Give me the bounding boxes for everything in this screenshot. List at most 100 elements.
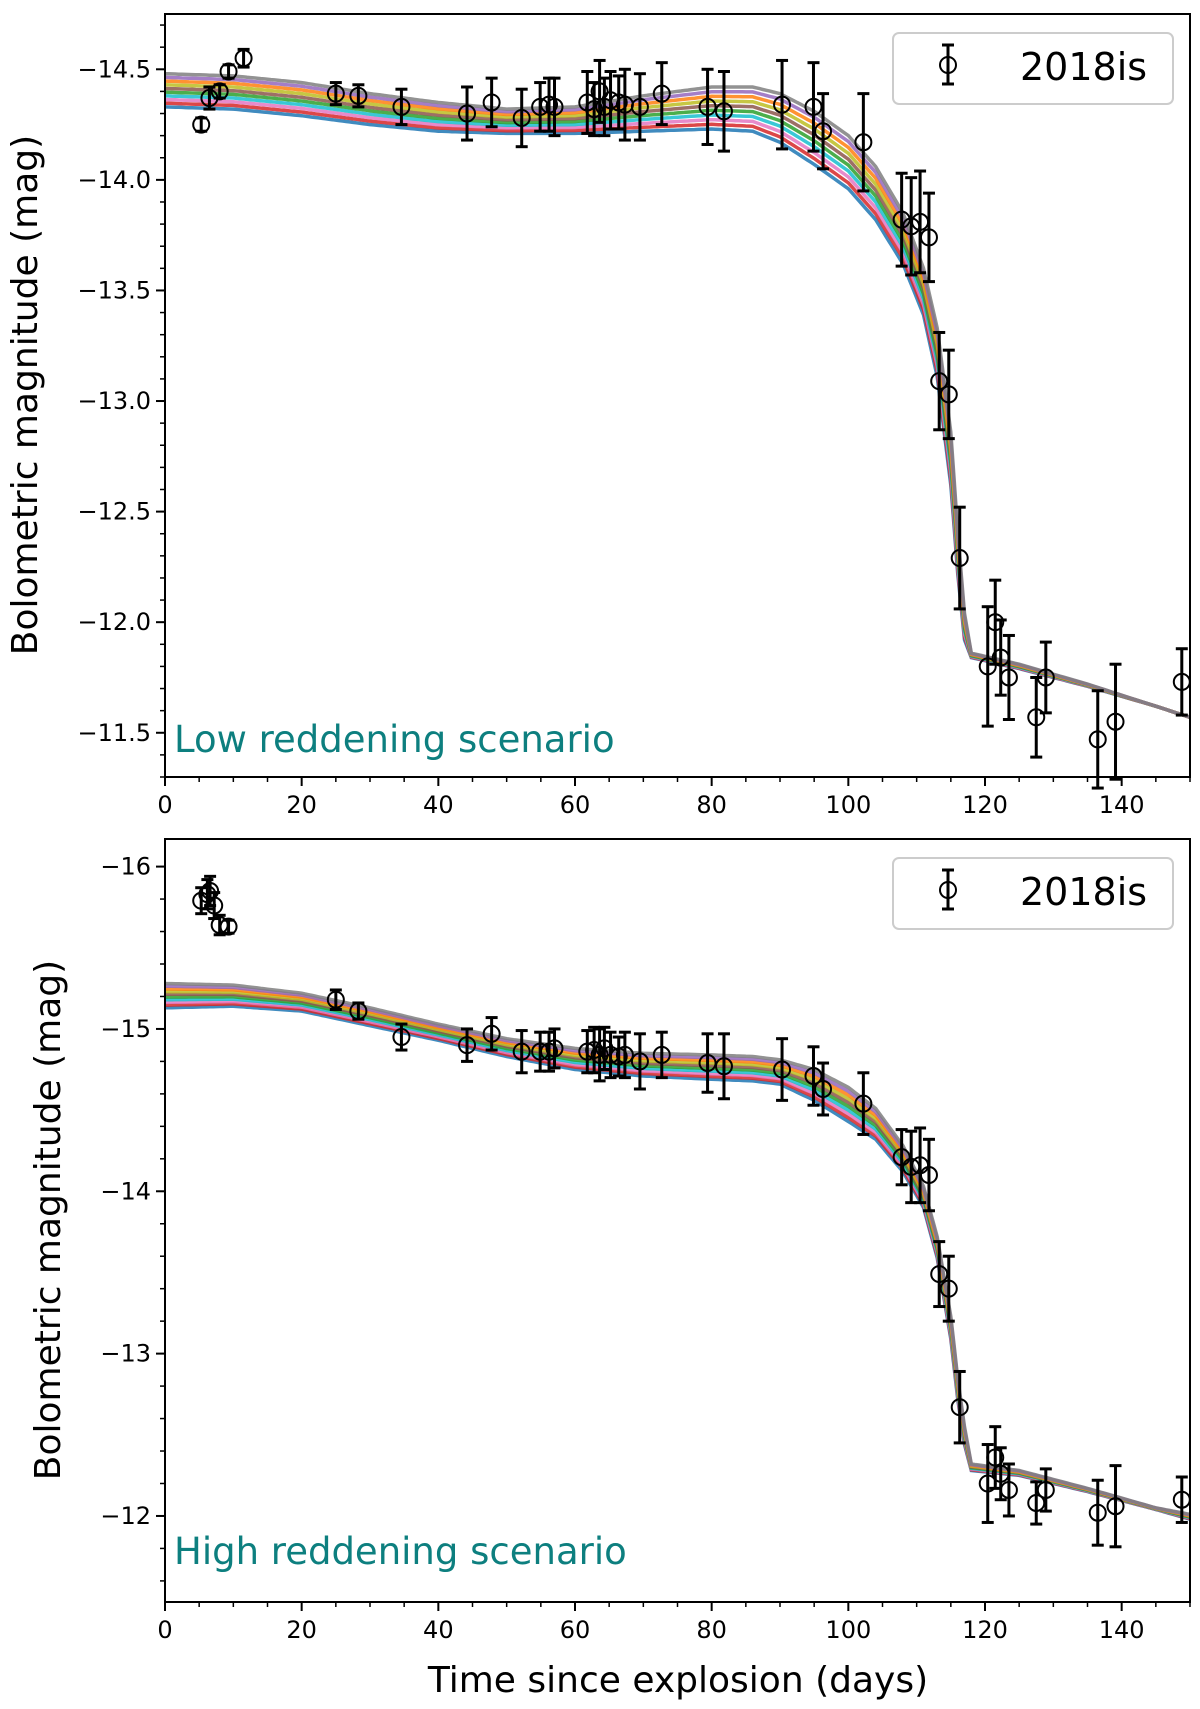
- data-point: [698, 67, 717, 146]
- data-point: [512, 1029, 531, 1075]
- data-point: [814, 92, 833, 171]
- x-tick-label: 0: [157, 1616, 172, 1644]
- data-point: [919, 1137, 938, 1213]
- data-marker: [773, 95, 792, 114]
- data-marker: [1088, 1503, 1107, 1522]
- data-marker: [999, 1480, 1018, 1499]
- y-tick-label: −11.5: [77, 719, 151, 747]
- data-marker: [585, 100, 604, 119]
- bottom-axes: 0 20 40 60 80 100 120 140 −12 −13 −14 −15 −16: [100, 853, 1191, 1644]
- top-legend: 2018is: [892, 32, 1174, 105]
- data-marker: [585, 1041, 604, 1060]
- data-point: [999, 1462, 1018, 1518]
- bottom-legend-box: [892, 857, 1174, 930]
- data-point: [482, 1016, 501, 1052]
- data-point: [545, 1027, 564, 1070]
- data-marker: [630, 1052, 649, 1071]
- data-marker: [930, 372, 949, 391]
- data-marker: [512, 1042, 531, 1061]
- data-marker: [234, 49, 253, 68]
- y-tick-label: −12.5: [77, 498, 151, 526]
- data-point: [930, 330, 949, 432]
- y-tick-label: −14.5: [77, 55, 151, 83]
- data-point: [854, 1071, 873, 1136]
- data-point: [1106, 662, 1125, 781]
- data-marker: [814, 1080, 833, 1099]
- x-tick-label: 80: [696, 1616, 727, 1644]
- data-point: [234, 47, 253, 69]
- data-point: [714, 1032, 733, 1101]
- data-point: [349, 1001, 368, 1021]
- data-marker: [714, 102, 733, 121]
- data-point: [578, 70, 597, 135]
- data-marker: [205, 896, 224, 915]
- y-tick-label: −14: [100, 1177, 151, 1205]
- data-marker: [950, 1398, 969, 1417]
- data-point: [630, 72, 649, 142]
- x-tick-label: 120: [962, 1616, 1008, 1644]
- data-marker: [892, 1148, 911, 1167]
- y-tick-label: −12: [100, 1502, 151, 1530]
- y-tick-label: −15: [100, 1015, 151, 1043]
- data-marker: [950, 549, 969, 568]
- top-plot-frame: [164, 13, 1191, 778]
- bottom-legend-label: 2018is: [1020, 870, 1147, 914]
- data-marker: [1027, 1493, 1046, 1512]
- y-tick-label: −13.0: [77, 387, 151, 415]
- x-tick-label: 20: [286, 791, 317, 819]
- bottom-legend: 2018is: [892, 857, 1174, 930]
- y-tick-label: −13: [100, 1340, 151, 1368]
- y-tick-label: −16: [100, 853, 151, 881]
- y-tick-label: −12.0: [77, 608, 151, 636]
- data-point: [999, 633, 1018, 721]
- data-marker: [939, 385, 958, 404]
- data-point: [1088, 689, 1107, 790]
- x-tick-label: 120: [962, 791, 1008, 819]
- data-marker: [919, 228, 938, 247]
- data-point: [458, 85, 477, 142]
- data-point: [482, 76, 501, 129]
- data-point: [192, 115, 211, 134]
- data-marker: [326, 84, 345, 103]
- data-marker: [545, 1039, 564, 1058]
- data-marker: [698, 1054, 717, 1073]
- top-axes: 0 20 40 60 80 100 120 140 −11.5 −12.0 −12.5 −13.0 −1…: [77, 24, 1191, 819]
- data-marker: [482, 1024, 501, 1043]
- data-point: [326, 988, 345, 1011]
- y-tick-label: −14.0: [77, 166, 151, 194]
- data-marker: [349, 1002, 368, 1021]
- data-point: [210, 913, 229, 937]
- data-marker: [1106, 1497, 1125, 1516]
- data-marker: [630, 97, 649, 116]
- data-marker: [804, 1067, 823, 1086]
- data-point: [930, 1240, 949, 1309]
- x-tick-label: 20: [286, 1616, 317, 1644]
- data-point: [210, 82, 229, 101]
- data-marker: [1036, 1480, 1055, 1499]
- data-point: [652, 1030, 671, 1080]
- data-marker: [210, 82, 229, 101]
- data-marker: [854, 1094, 873, 1113]
- data-point: [1106, 1464, 1125, 1549]
- data-marker: [458, 1036, 477, 1055]
- data-marker: [192, 115, 211, 134]
- bottom-observations: [192, 874, 1191, 1549]
- data-point: [892, 1128, 911, 1187]
- data-point: [773, 58, 792, 151]
- data-marker: [545, 97, 564, 116]
- data-marker: [219, 917, 238, 936]
- data-point: [615, 1030, 634, 1080]
- bottom-plot-frame: [164, 838, 1191, 1603]
- bottom-y-axis-title: Bolometric magnitude (mag): [28, 960, 69, 1480]
- x-tick-label: 40: [423, 791, 454, 819]
- top-legend-box: [892, 32, 1174, 105]
- data-marker: [986, 1448, 1005, 1467]
- x-tick-label: 140: [1099, 791, 1145, 819]
- data-marker: [219, 62, 238, 81]
- data-marker: [698, 97, 717, 116]
- x-tick-label: 40: [423, 1616, 454, 1644]
- data-point: [950, 505, 969, 611]
- bottom-annotation: High reddening scenario: [174, 1530, 627, 1573]
